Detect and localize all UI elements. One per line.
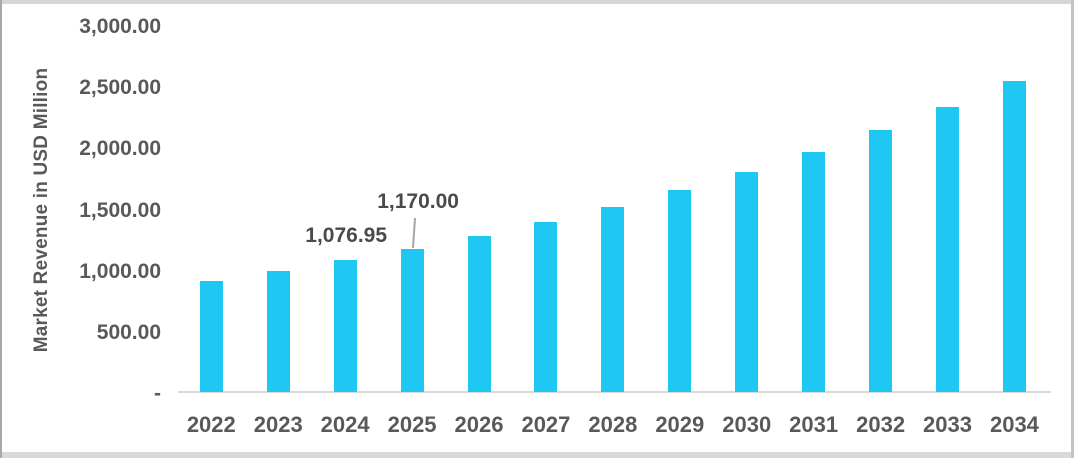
frame-border-top	[0, 0, 1074, 4]
bar-2024	[333, 260, 357, 392]
bar-2025	[400, 248, 424, 392]
bar-2029	[668, 190, 692, 392]
x-tick-label-2025: 2025	[387, 412, 437, 437]
bar-2026	[467, 236, 491, 392]
frame-border-left	[0, 0, 2, 458]
data-label-leader-line	[411, 217, 416, 248]
bar-2033	[936, 107, 960, 392]
x-tick-label-2022: 2022	[186, 412, 236, 437]
x-tick-label-2030: 2030	[722, 412, 772, 437]
y-tick-label: 500.00	[96, 320, 161, 344]
y-tick-label: 2,500.00	[79, 76, 161, 100]
y-tick-label: 1,000.00	[79, 259, 161, 283]
bar-2034	[1002, 80, 1026, 392]
frame-border-bottom	[0, 452, 1074, 458]
data-label-2025: 1,170.00	[377, 189, 459, 213]
y-tick-label: -	[154, 382, 161, 405]
y-tick-label: 2,000.00	[79, 137, 161, 161]
x-tick-label-2023: 2023	[253, 412, 303, 437]
frame-border-right	[1071, 0, 1074, 458]
x-tick-label-2031: 2031	[789, 412, 839, 437]
x-tick-label-2027: 2027	[521, 412, 571, 437]
x-tick-label-2033: 2033	[923, 412, 972, 437]
bar-2027	[534, 222, 558, 392]
y-tick-label: 1,500.00	[79, 198, 161, 222]
bar-2031	[802, 152, 826, 392]
x-tick-label-2026: 2026	[454, 412, 504, 437]
x-tick-label-2034: 2034	[989, 412, 1039, 437]
x-tick-label-2029: 2029	[655, 412, 705, 437]
bar-2032	[869, 130, 893, 392]
x-tick-label-2024: 2024	[320, 412, 370, 437]
bar-2022	[199, 281, 223, 392]
x-axis-line	[178, 391, 1051, 393]
y-tick-label: 3,000.00	[79, 15, 161, 39]
bar-2028	[601, 207, 625, 392]
x-tick-label-2028: 2028	[588, 412, 638, 437]
bar-2023	[266, 270, 290, 392]
x-tick-label-2032: 2032	[856, 412, 906, 437]
data-label-2024: 1,076.95	[305, 224, 388, 248]
bar-2030	[735, 172, 759, 392]
